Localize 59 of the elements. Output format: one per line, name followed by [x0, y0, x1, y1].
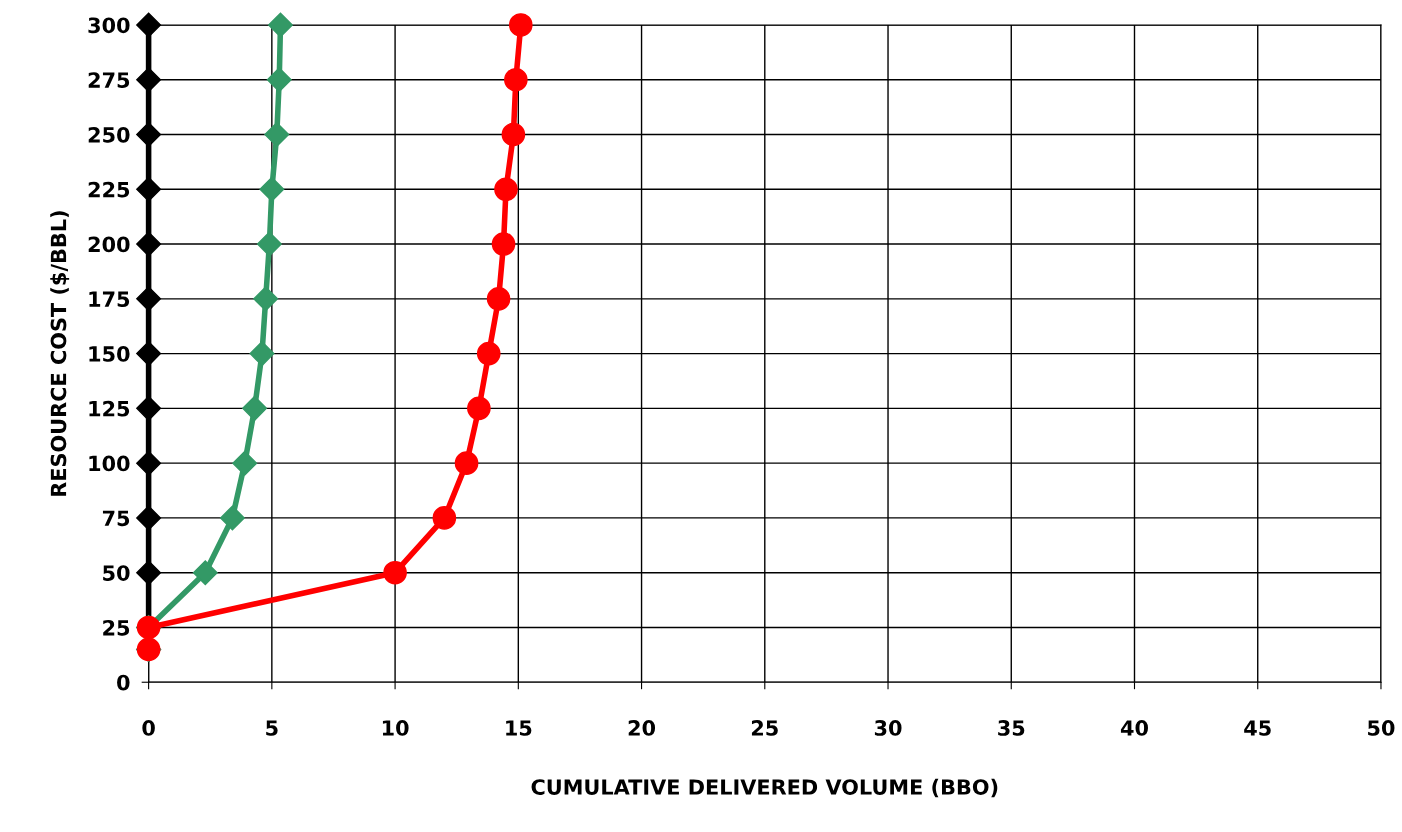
point: [253, 286, 279, 312]
point: [508, 13, 533, 37]
point: [136, 450, 162, 476]
x-tick-label: 15: [506, 720, 532, 736]
y-tick-label: 250: [88, 126, 130, 143]
x-tick-label: 20: [628, 720, 656, 736]
y-tick-label: 200: [88, 236, 130, 253]
point: [454, 451, 479, 475]
point: [136, 122, 162, 147]
point: [136, 231, 162, 257]
point: [136, 341, 162, 367]
point: [136, 67, 162, 93]
point: [264, 122, 290, 147]
point: [242, 395, 268, 421]
point: [491, 232, 516, 256]
y-tick-label: 300: [88, 17, 130, 34]
x-axis-title: CUMULATIVE DELIVERED VOLUME (BBO): [531, 778, 998, 798]
y-tick-label: 75: [102, 510, 130, 527]
point: [256, 231, 282, 257]
y-axis-title: RESOURCE COST ($/BBL): [50, 211, 70, 496]
y-tick-label: 100: [89, 455, 130, 472]
point: [476, 341, 501, 366]
point: [486, 287, 511, 311]
y-tick-label: 25: [103, 619, 130, 636]
point: [504, 67, 528, 92]
y-tick-label: 275: [88, 72, 130, 88]
x-tick-label: 5: [266, 720, 278, 736]
x-tick-label: 35: [998, 720, 1025, 736]
x-tick-label: 40: [1120, 720, 1148, 736]
point: [192, 560, 218, 586]
point: [136, 560, 162, 586]
x-tick-label: 50: [1368, 720, 1395, 736]
y-tick-label: 0: [117, 674, 130, 691]
point: [232, 450, 258, 476]
y-tick-label: 50: [103, 565, 130, 581]
y-tick-label: 225: [88, 181, 130, 198]
point: [136, 12, 162, 38]
x-tick-label: 10: [382, 720, 409, 736]
point: [267, 12, 293, 38]
point: [432, 506, 457, 530]
y-tick-label: 150: [89, 346, 130, 362]
point: [136, 505, 162, 531]
point: [219, 505, 245, 531]
point: [249, 341, 275, 367]
point: [136, 176, 162, 202]
point: [259, 176, 285, 202]
x-tick-label: 30: [874, 720, 902, 736]
point: [383, 560, 407, 585]
point: [467, 396, 491, 421]
y-tick-label: 125: [89, 400, 130, 417]
point: [136, 395, 162, 421]
x-tick-label: 25: [751, 720, 778, 736]
point: [494, 177, 518, 202]
point: [501, 122, 526, 147]
point: [136, 286, 162, 312]
y-tick-label: 175: [89, 291, 130, 308]
x-tick-label: 0: [142, 720, 155, 736]
x-tick-label: 45: [1244, 720, 1271, 736]
point: [266, 67, 292, 93]
